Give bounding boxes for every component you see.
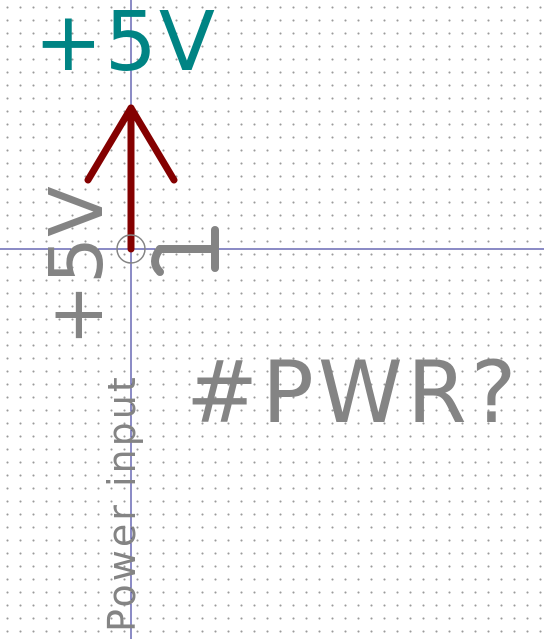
pin-name-label: +5V [34, 186, 120, 346]
power-symbol-body[interactable] [84, 104, 178, 253]
value-label: +5V [34, 0, 217, 90]
pin-type-label: Power input [100, 374, 144, 632]
reference-label: #PWR? [186, 343, 521, 443]
pin-connection-point[interactable] [116, 234, 146, 264]
pin-number-1 [151, 226, 219, 276]
